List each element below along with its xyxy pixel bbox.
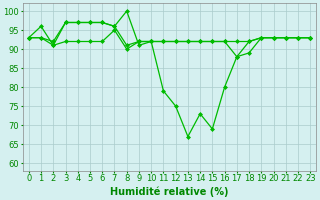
X-axis label: Humidité relative (%): Humidité relative (%) (110, 186, 229, 197)
